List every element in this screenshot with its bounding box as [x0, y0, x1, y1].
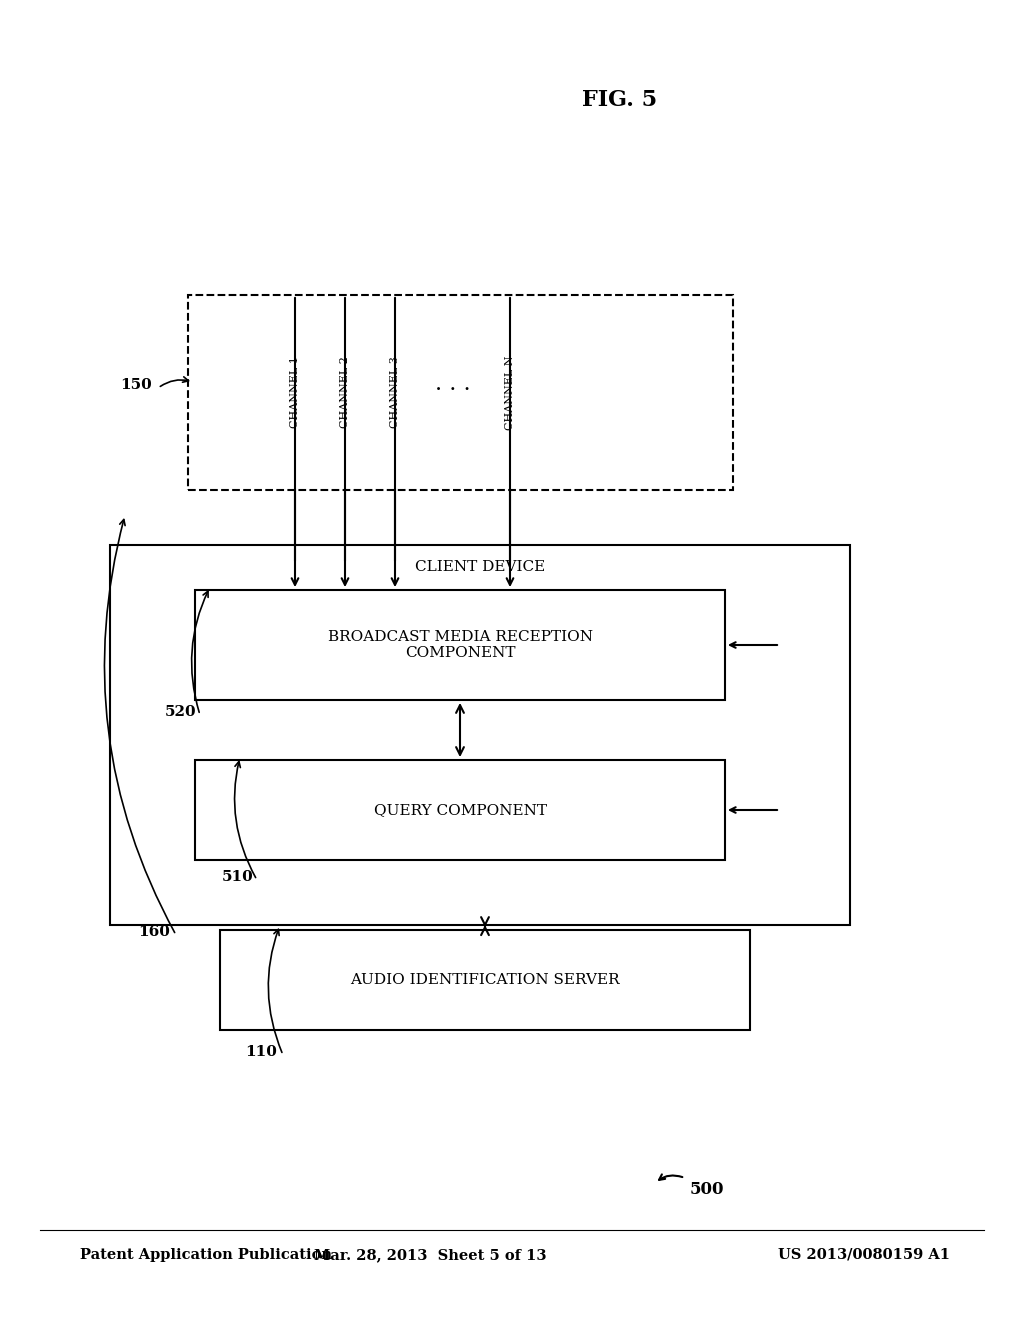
Text: · · ·: · · ·	[435, 379, 471, 401]
Text: CHANNEL 3: CHANNEL 3	[390, 356, 400, 429]
Text: FIG. 5: FIG. 5	[583, 88, 657, 111]
Text: CHANNEL 1: CHANNEL 1	[290, 356, 300, 429]
Text: CHANNEL 2: CHANNEL 2	[340, 356, 350, 429]
Text: 150: 150	[120, 378, 152, 392]
Text: CHANNEL N: CHANNEL N	[505, 355, 515, 430]
Bar	[195, 760, 725, 861]
Bar	[110, 545, 850, 925]
Text: Patent Application Publication: Patent Application Publication	[80, 1247, 332, 1262]
Bar	[220, 931, 750, 1030]
Text: AUDIO IDENTIFICATION SERVER: AUDIO IDENTIFICATION SERVER	[350, 973, 620, 987]
Text: Mar. 28, 2013  Sheet 5 of 13: Mar. 28, 2013 Sheet 5 of 13	[313, 1247, 546, 1262]
Text: 510: 510	[222, 870, 254, 884]
Text: QUERY COMPONENT: QUERY COMPONENT	[374, 803, 547, 817]
Bar	[188, 294, 733, 490]
Text: CLIENT DEVICE: CLIENT DEVICE	[415, 560, 545, 574]
Text: US 2013/0080159 A1: US 2013/0080159 A1	[778, 1247, 950, 1262]
Text: 520: 520	[165, 705, 197, 719]
Text: 110: 110	[245, 1045, 276, 1059]
Text: BROADCAST MEDIA RECEPTION
COMPONENT: BROADCAST MEDIA RECEPTION COMPONENT	[328, 630, 593, 660]
Text: 160: 160	[138, 925, 170, 939]
Bar	[195, 590, 725, 700]
Text: 500: 500	[690, 1181, 725, 1199]
